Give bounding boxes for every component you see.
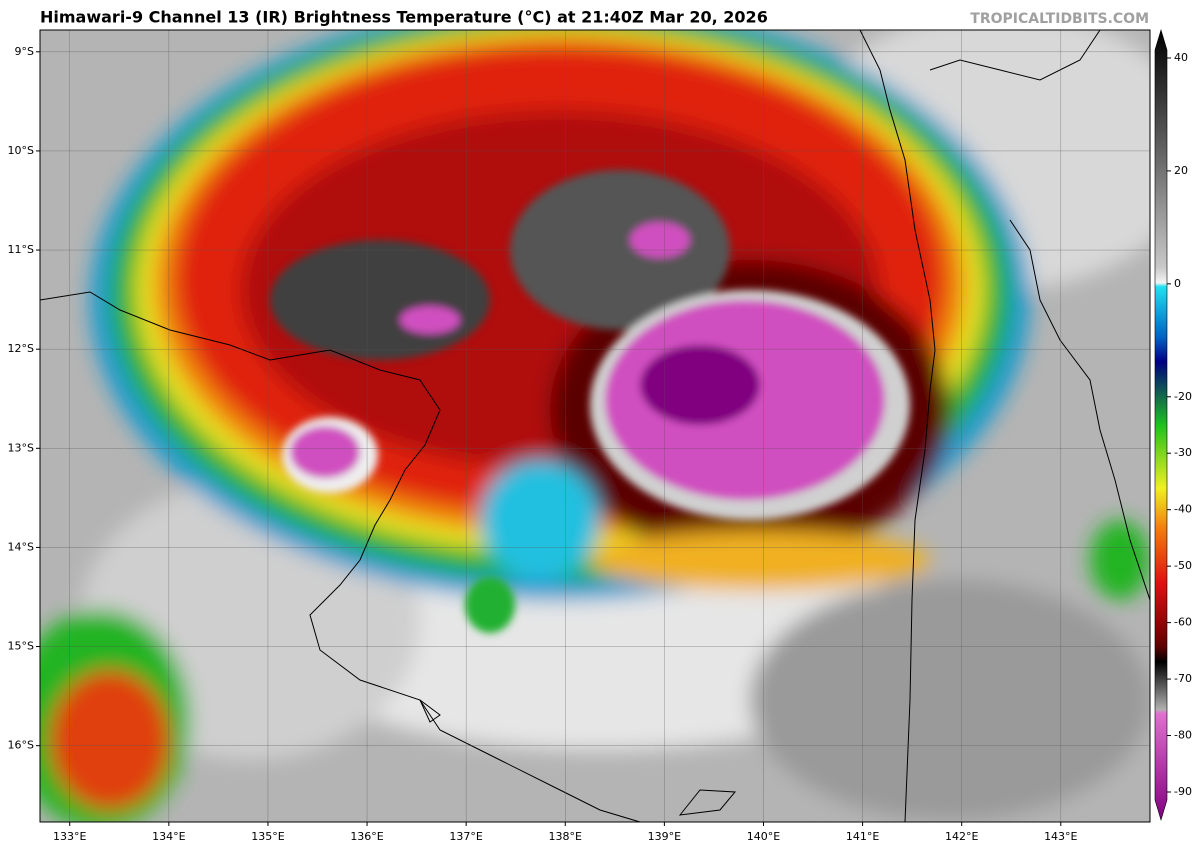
colorbar: 40 20 0 -20 -30 -40 -50 -60 -70 -80 -90 (1154, 28, 1192, 822)
lon-label: 134°E (152, 830, 185, 843)
colorbar-label: -40 (1174, 503, 1192, 516)
lon-label: 140°E (747, 830, 780, 843)
colorbar-label: -30 (1174, 446, 1192, 459)
colorbar-label: -90 (1174, 785, 1192, 798)
lon-label: 139°E (648, 830, 681, 843)
colorbar-label: 20 (1174, 164, 1188, 177)
satellite-image (40, 30, 1150, 822)
lon-label: 137°E (449, 830, 482, 843)
lat-label: 13°S (8, 441, 34, 454)
colorbar-label: -50 (1174, 559, 1192, 572)
colorbar-label: -80 (1174, 729, 1192, 742)
lon-label: 133°E (53, 830, 86, 843)
colorbar-label: -20 (1174, 390, 1192, 403)
lon-label: 135°E (251, 830, 284, 843)
lon-label: 143°E (1044, 830, 1077, 843)
lat-label: 15°S (8, 640, 34, 653)
colorbar-label: 40 (1174, 51, 1188, 64)
title: Himawari-9 Channel 13 (IR) Brightness Te… (40, 8, 768, 27)
lat-label: 16°S (8, 739, 34, 752)
lon-label: 138°E (549, 830, 582, 843)
coastlines (40, 30, 1150, 822)
lat-label: 12°S (8, 342, 34, 355)
lat-label: 11°S (8, 243, 34, 256)
credit: TROPICALTIDBITS.COM (970, 11, 1149, 27)
lat-label: 14°S (8, 540, 34, 553)
lat-label: 10°S (8, 144, 34, 157)
colorbar-label: -70 (1174, 672, 1192, 685)
colorbar-label: 0 (1174, 277, 1181, 290)
lon-label: 136°E (350, 830, 383, 843)
map-frame (39, 29, 1151, 823)
colorbar-label: -60 (1174, 616, 1192, 629)
lat-label: 9°S (15, 45, 34, 58)
lon-label: 141°E (846, 830, 879, 843)
lon-label: 142°E (945, 830, 978, 843)
